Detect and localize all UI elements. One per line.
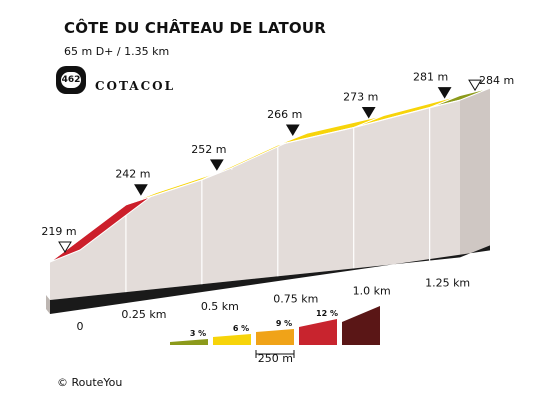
elevation-label: 242 m [115, 168, 150, 181]
legend-label: 6 % [233, 324, 249, 333]
elevation-marker [134, 184, 148, 196]
profile-end-face [460, 88, 490, 258]
legend-swatch [256, 329, 294, 345]
start-end-marker [58, 241, 72, 253]
routeyou-credit: © RouteYou [57, 376, 123, 389]
elevation-marker [209, 159, 224, 171]
elevation-label: 266 m [267, 108, 302, 121]
legend-swatch [170, 339, 208, 345]
legend-swatch [213, 334, 251, 345]
start-end-marker [468, 79, 482, 92]
x-tick-label: 0.25 km [121, 308, 166, 321]
x-tick-label: 0.75 km [273, 292, 318, 305]
legend-label: 9 % [276, 319, 292, 328]
climb-summary: 65 m D+ / 1.35 km [64, 45, 170, 58]
x-tick-label: 0 [77, 320, 84, 333]
cotacol-number: 462 [61, 75, 81, 85]
x-tick-label: 1.25 km [425, 277, 470, 290]
elevation-marker [437, 87, 452, 99]
legend-swatch [342, 306, 380, 345]
profile-front-edge [49, 99, 461, 263]
profile-base-strip [50, 245, 490, 314]
legend-label: 3 % [190, 329, 206, 338]
profile-base-left-edge [46, 295, 50, 314]
x-tick-label: 1.0 km [353, 284, 391, 297]
elevation-label: 219 m [41, 225, 76, 238]
elevation-label: 273 m [343, 91, 378, 104]
elevation-marker [361, 107, 376, 119]
elevation-label: 252 m [191, 143, 226, 156]
legend-label: 12 % [316, 309, 338, 318]
elevation-marker [285, 124, 300, 136]
cotacol-number-badge: 462 [56, 66, 86, 94]
elevation-label: 281 m [413, 71, 448, 84]
profile-front-face [50, 100, 460, 301]
x-tick-label: 0.5 km [201, 300, 239, 313]
legend-swatch [299, 319, 337, 345]
cotacol-logo-text: COTACOL [95, 79, 176, 93]
chart-title: CÔTE DU CHÂTEAU DE LATOUR [64, 19, 326, 37]
scale-label: 250 m [258, 352, 293, 365]
elevation-label: 284 m [479, 74, 514, 87]
